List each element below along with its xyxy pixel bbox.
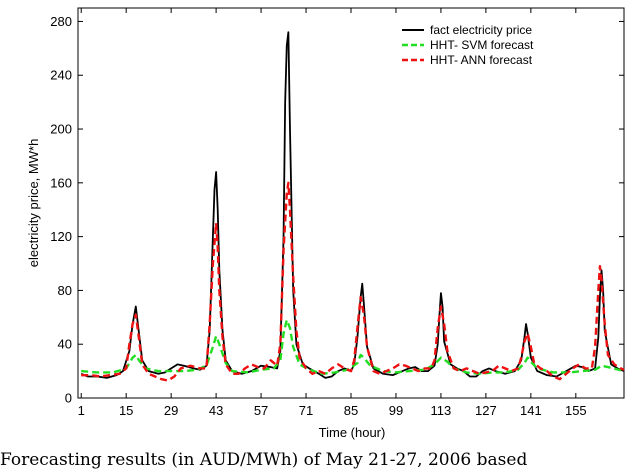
x-tick-label: 1	[78, 403, 85, 418]
series-line-2	[81, 181, 625, 382]
legend-label-1: HHT- SVM forecast	[430, 38, 534, 52]
legend-label-0: fact electricity price	[430, 23, 532, 37]
legend-label-2: HHT- ANN forecast	[430, 53, 533, 67]
tick-labels: 1 15 29 43 57 71 85 99 113 127 141 155 0 40 80 120 160 20…	[50, 14, 586, 418]
x-tick-label: 15	[119, 403, 133, 418]
x-axis-label: Time (hour)	[319, 425, 386, 440]
x-tick-label: 99	[389, 403, 403, 418]
plot-area	[77, 7, 625, 399]
x-tick-label: 29	[164, 403, 178, 418]
x-tick-label: 127	[475, 403, 497, 418]
y-tick-label: 80	[58, 283, 72, 298]
figure-caption: Forecasting results (in AUD/MWh) of May …	[0, 450, 528, 469]
chart-svg: 1 15 29 43 57 71 85 99 113 127 141 155 0 40 80 120 160 20…	[26, 7, 625, 440]
x-tick-label: 141	[520, 403, 542, 418]
x-tick-label: 57	[254, 403, 268, 418]
x-tick-label: 85	[344, 403, 358, 418]
y-tick-label: 240	[50, 68, 72, 83]
x-tick-label: 155	[565, 403, 587, 418]
y-tick-label: 160	[50, 175, 72, 190]
y-tick-label: 200	[50, 122, 72, 137]
y-tick-label: 120	[50, 229, 72, 244]
x-tick-label: 113	[431, 403, 452, 418]
x-tick-label: 71	[299, 403, 313, 418]
y-tick-label: 0	[65, 391, 72, 406]
y-tick-label: 40	[58, 337, 72, 352]
tick-marks	[78, 8, 624, 399]
y-tick-label: 280	[50, 14, 72, 29]
series-layer	[80, 31, 625, 382]
y-axis-label: electricity price, MW*h	[26, 139, 41, 268]
x-tick-label: 43	[209, 403, 223, 418]
